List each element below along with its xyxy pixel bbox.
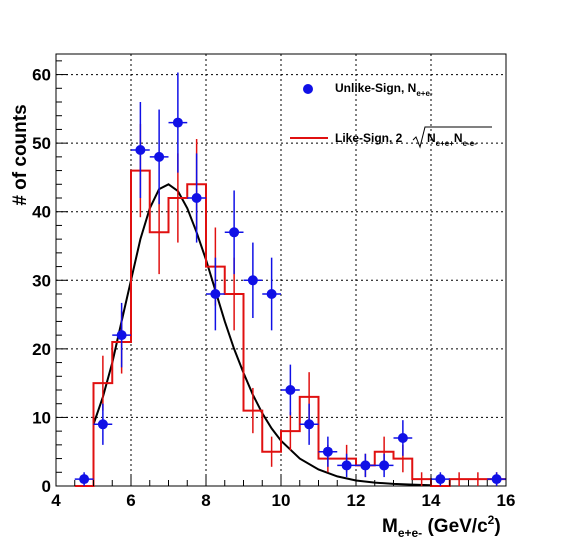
unlike-sign-point (97, 419, 108, 430)
unlike-sign-point (116, 330, 127, 341)
legend-sqrt-content: Ne+e+Ne-e- (427, 131, 477, 148)
x-tick-label: 4 (51, 491, 61, 510)
y-tick-label: 0 (42, 477, 51, 496)
y-tick-label: 50 (32, 134, 51, 153)
unlike-sign-point (379, 460, 390, 471)
fit-curve-group (92, 183, 432, 487)
y-tick-label: 20 (32, 340, 51, 359)
unlike-sign-point (341, 460, 352, 471)
x-tick-label: 16 (497, 491, 516, 510)
fit-curve (92, 183, 432, 487)
x-axis-title: Me+e- (GeV/c2) (382, 513, 501, 540)
y-axis-title: # of counts (10, 104, 31, 205)
y-tick-label: 60 (32, 66, 51, 85)
legend-sqrt-sign (412, 126, 492, 149)
unlike-sign-point (79, 474, 90, 485)
x-tick-label: 10 (272, 491, 291, 510)
unlike-sign-points (74, 72, 506, 486)
x-tick-label: 8 (201, 491, 210, 510)
x-tick-label: 12 (347, 491, 366, 510)
unlike-sign-point (360, 460, 371, 471)
unlike-sign-point (304, 419, 315, 430)
unlike-sign-point (397, 433, 408, 443)
legend-like-label: Like-Sign, 2 (335, 131, 403, 145)
unlike-sign-point (285, 385, 296, 395)
unlike-sign-point (247, 275, 258, 286)
y-tick-label: 10 (32, 408, 51, 427)
unlike-sign-point (322, 446, 333, 457)
axes: 4 6 8 10 12 14 16 0 10 20 30 40 50 60 (32, 60, 516, 510)
unlike-sign-point (191, 193, 202, 203)
unlike-sign-point (435, 474, 446, 485)
legend-unlike-marker (303, 84, 313, 94)
x-tick-label: 14 (422, 491, 441, 510)
y-tick-label: 40 (32, 203, 51, 222)
y-tick-label: 30 (32, 271, 51, 290)
unlike-sign-point (172, 117, 183, 128)
legend-unlike-label: Unlike-Sign, Ne+e- (335, 81, 433, 98)
unlike-sign-point (266, 289, 277, 299)
unlike-sign-point (210, 289, 221, 299)
x-tick-label: 6 (126, 491, 135, 510)
unlike-sign-point (135, 145, 146, 155)
unlike-sign-point (491, 474, 502, 485)
like-sign-step-line (74, 169, 506, 487)
unlike-sign-point (229, 227, 240, 238)
legend: Unlike-Sign, Ne+e- Like-Sign, 2 Ne+e+Ne-… (290, 81, 492, 149)
unlike-sign-point (154, 151, 165, 162)
